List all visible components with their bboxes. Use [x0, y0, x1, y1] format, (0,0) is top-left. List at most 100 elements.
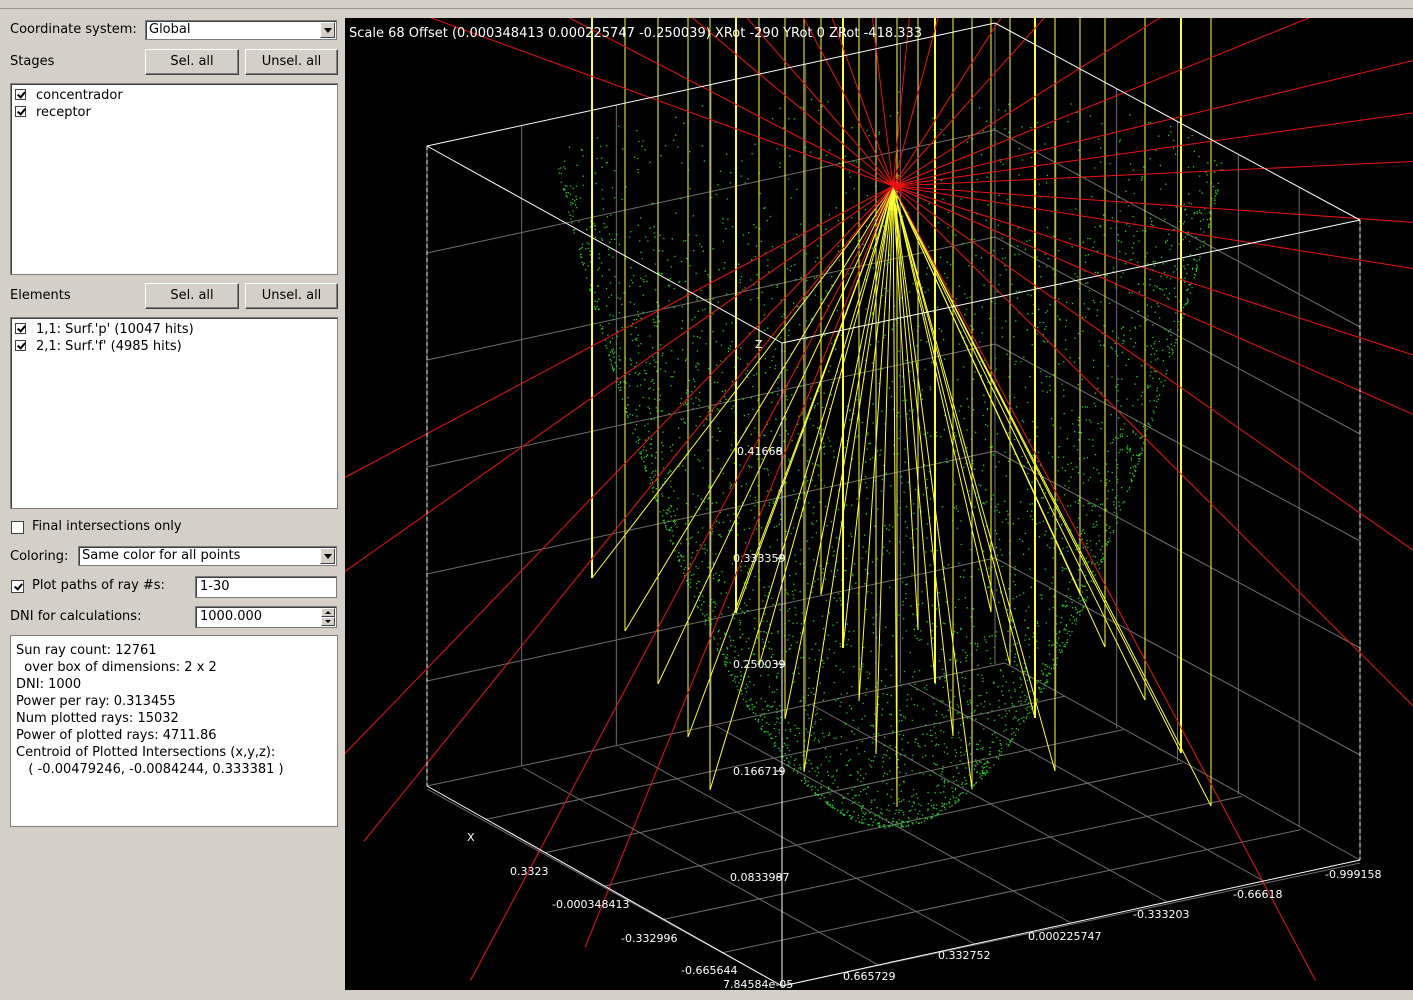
spin-down-icon[interactable] — [321, 617, 335, 626]
scattered-ray — [429, 18, 894, 187]
scattered-ray — [892, 18, 1311, 187]
ray-plot-canvas[interactable]: Z X 0.41668 0.333359 0.250039 0.166719 0… — [345, 18, 1413, 990]
coloring-select[interactable]: Same color for all points — [78, 546, 337, 566]
z-tick-label: 0.166719 — [733, 765, 786, 778]
ray-trace-3d-view[interactable]: Z X 0.41668 0.333359 0.250039 0.166719 0… — [345, 18, 1413, 990]
scattered-ray — [470, 185, 894, 981]
reflected-ray-to-focus — [803, 185, 894, 773]
final-intersections-label: Final intersections only — [32, 519, 182, 534]
reflected-ray-to-focus — [892, 185, 1146, 701]
scattered-ray — [892, 185, 1316, 981]
grid-line — [994, 557, 1361, 756]
scattered-ray — [568, 18, 894, 187]
reflected-rays — [345, 18, 1413, 981]
box-edge — [426, 785, 783, 987]
scattered-ray — [803, 18, 894, 187]
info-line: DNI: 1000 — [16, 677, 82, 692]
scattered-ray — [345, 185, 894, 478]
list-item[interactable]: 1,1: Surf.'p' (10047 hits) — [15, 322, 194, 337]
reflected-ray-to-focus — [892, 185, 992, 613]
list-item[interactable]: receptor — [15, 105, 91, 120]
reflected-ray-to-focus — [892, 185, 954, 737]
scattered-ray — [892, 160, 1413, 187]
chevron-down-icon[interactable] — [320, 548, 335, 564]
elements-label: Elements — [10, 288, 71, 303]
dni-spinbox[interactable]: 1000.000 — [195, 606, 337, 628]
info-line: Num plotted rays: 15032 — [16, 711, 179, 726]
elements-select-all-button[interactable]: Sel. all — [145, 283, 239, 309]
box-grid — [426, 23, 1361, 987]
final-intersections-checkbox[interactable] — [11, 521, 24, 534]
grid-line — [908, 683, 1264, 882]
reflected-ray-to-focus — [784, 185, 894, 720]
stages-list[interactable]: concentrador receptor — [10, 83, 338, 275]
reflected-ray-to-focus — [875, 185, 894, 755]
z-tick-label: 0.250039 — [733, 658, 786, 671]
element-surf-f-label: 2,1: Surf.'f' (4985 hits) — [36, 339, 182, 354]
elements-unselect-all-button[interactable]: Unsel. all — [245, 283, 338, 309]
statistics-panel: Sun ray count: 12761 over box of dimensi… — [10, 635, 338, 827]
reflected-ray-to-focus — [657, 185, 894, 685]
scattered-ray — [892, 185, 1413, 415]
scattered-ray — [892, 185, 1413, 223]
stages-label: Stages — [10, 54, 55, 69]
box-edge — [781, 859, 1361, 987]
coordinate-system-value: Global — [149, 22, 191, 37]
scattered-ray — [363, 185, 894, 842]
grid-line — [663, 795, 1242, 920]
reflected-ray-to-focus — [758, 185, 894, 667]
reflected-ray-to-focus — [591, 185, 894, 579]
stages-unselect-all-button[interactable]: Unsel. all — [245, 49, 338, 75]
scattered-ray — [892, 185, 1413, 707]
scattered-ray — [892, 185, 1413, 270]
scattered-ray — [892, 18, 1002, 187]
list-item[interactable]: concentrador — [15, 88, 123, 103]
x-axis-label: X — [467, 831, 475, 844]
reflected-ray-to-focus — [709, 185, 894, 791]
scattered-ray — [892, 18, 1045, 187]
checkbox-checked-icon[interactable] — [15, 340, 26, 351]
reflected-ray-to-focus — [735, 185, 894, 614]
plot-paths-checkbox[interactable] — [11, 580, 24, 593]
grid-line — [994, 343, 1361, 542]
z-axis-label: Z — [755, 338, 763, 351]
elements-list[interactable]: 1,1: Surf.'p' (10047 hits) 2,1: Surf.'f'… — [10, 317, 338, 509]
scattered-ray — [892, 185, 1413, 551]
checkbox-checked-icon[interactable] — [15, 323, 26, 334]
coordinate-system-label: Coordinate system: — [10, 22, 137, 37]
grid-line — [715, 725, 1072, 924]
info-line: Power per ray: 0.313455 — [16, 694, 176, 709]
scattered-ray — [892, 18, 1161, 187]
y-tick-label: 0.332752 — [938, 949, 991, 962]
plot-paths-label: Plot paths of ray #s: — [32, 578, 165, 593]
stage-concentrador-label: concentrador — [36, 88, 123, 103]
coordinate-system-select[interactable]: Global — [145, 20, 337, 40]
x-tick-label: -0.000348413 — [552, 898, 629, 911]
incoming-rays — [591, 18, 1212, 808]
plot-paths-input[interactable]: 1-30 — [195, 576, 337, 598]
checkbox-checked-icon[interactable] — [15, 89, 26, 100]
scattered-ray — [746, 18, 894, 187]
info-line: Power of plotted rays: 4711.86 — [16, 728, 217, 743]
y-tick-label: 0.000225747 — [1028, 930, 1101, 943]
y-tick-label: 0.665729 — [843, 970, 896, 983]
list-item[interactable]: 2,1: Surf.'f' (4985 hits) — [15, 339, 182, 354]
info-line: Centroid of Plotted Intersections (x,y,z… — [16, 745, 276, 760]
grid-line — [426, 450, 996, 575]
grid-line — [994, 450, 1361, 649]
x-tick-label: -0.332996 — [621, 932, 677, 945]
spin-up-icon[interactable] — [321, 608, 335, 617]
scattered-ray — [892, 112, 1413, 187]
y-tick-label: -0.999158 — [1325, 868, 1381, 881]
z-tick-label: 7.84584e-05 — [723, 978, 793, 990]
y-tick-label: -0.333203 — [1133, 908, 1189, 921]
reflected-ray-to-focus — [892, 185, 1056, 772]
checkbox-checked-icon[interactable] — [15, 106, 26, 117]
z-tick-label: 0.333359 — [733, 552, 786, 565]
reflected-ray-to-focus — [842, 185, 894, 649]
chevron-down-icon[interactable] — [320, 22, 335, 38]
reflected-ray-to-focus — [892, 185, 1011, 666]
scattered-ray — [871, 18, 894, 187]
stages-select-all-button[interactable]: Sel. all — [145, 49, 239, 75]
grid-line — [812, 704, 1168, 903]
